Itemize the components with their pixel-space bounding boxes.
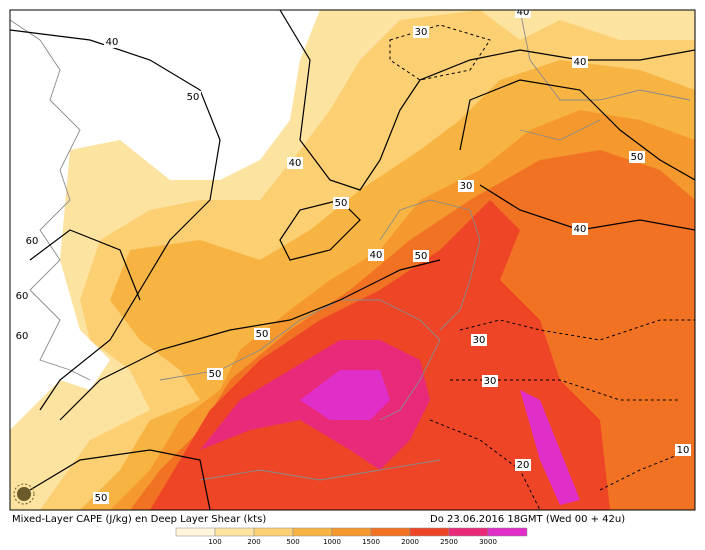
legend-label: 3000 <box>479 538 497 546</box>
contour-label: 40 <box>289 158 302 169</box>
contour-label: 60 <box>16 291 29 302</box>
map-area: 40 30 40 50 40 40 50 30 50 40 40 50 60 60 60 30 50 50 30 20… <box>10 7 695 510</box>
contour-label: 10 <box>677 445 690 456</box>
contour-label: 50 <box>95 493 108 504</box>
contour-label: 50 <box>415 251 428 262</box>
legend-label: 500 <box>286 538 299 546</box>
valid-time: Do 23.06.2016 18GMT (Wed 00 + 42u) <box>430 514 625 525</box>
contour-label: 50 <box>335 198 348 209</box>
contour-label-bg <box>104 36 120 48</box>
contour-label: 40 <box>574 224 587 235</box>
legend-label: 200 <box>247 538 260 546</box>
legend-swatch <box>409 527 450 537</box>
legend-swatch <box>214 527 255 537</box>
contour-label: 40 <box>517 7 530 18</box>
contour-label: 30 <box>415 27 428 38</box>
map-title: Mixed-Layer CAPE (J/kg) en Deep Layer Sh… <box>12 514 266 525</box>
contour-labels: 40 30 40 50 40 40 50 30 50 40 40 50 60 60 60 30 50 50 30 20… <box>14 7 691 504</box>
legend-swatch <box>487 527 528 537</box>
contour-label: 50 <box>209 369 222 380</box>
legend-swatch <box>175 527 216 537</box>
contour-label-bg <box>482 375 498 387</box>
contour-label-bg <box>368 249 384 261</box>
contour-label-bg <box>515 10 531 18</box>
contour-label-bg <box>458 180 474 192</box>
legend-swatch <box>370 527 411 537</box>
sun-icon <box>17 487 31 501</box>
contour-label: 20 <box>517 460 530 471</box>
legend-swatch <box>292 527 333 537</box>
cape-3000 <box>300 370 580 505</box>
shear-contour-dashed <box>389 24 695 510</box>
legend-label: 100 <box>208 538 221 546</box>
legend-label: 2000 <box>401 538 419 546</box>
coastline <box>10 10 691 481</box>
contour-label: 40 <box>370 250 383 261</box>
map-frame <box>9 9 696 511</box>
contour-label-bg <box>207 368 223 380</box>
contour-label-bg <box>413 250 429 262</box>
sun-rays <box>13 483 35 505</box>
contour-label-bg <box>629 151 645 163</box>
contour-label: 50 <box>256 329 269 340</box>
legend-swatch <box>448 527 489 537</box>
contour-label-bg <box>93 492 109 504</box>
legend-swatch <box>253 527 294 537</box>
contour-label-bg <box>24 235 40 247</box>
contour-label-bg <box>413 26 429 38</box>
contour-label: 30 <box>460 181 473 192</box>
contour-label: 30 <box>484 376 497 387</box>
legend-label: 1500 <box>362 538 380 546</box>
contour-label-bg <box>333 197 349 209</box>
contour-label-bg <box>14 290 30 302</box>
contour-label: 40 <box>106 37 119 48</box>
contour-label-bg <box>14 330 30 342</box>
contour-label: 30 <box>473 335 486 346</box>
contour-label-bg <box>254 328 270 340</box>
contour-label: 60 <box>26 236 39 247</box>
contour-label-bg <box>675 444 691 456</box>
legend: 100 200 500 1000 1500 2000 2500 3000 <box>175 527 528 546</box>
contour-label: 60 <box>16 331 29 342</box>
contour-label-bg <box>287 157 303 169</box>
legend-label: 2500 <box>440 538 458 546</box>
contour-label: 50 <box>187 92 200 103</box>
contour-label-bg <box>572 223 588 235</box>
contour-label-bg <box>572 56 588 68</box>
contour-label-bg <box>515 459 531 471</box>
contour-label-bg <box>471 334 487 346</box>
contour-label-bg <box>185 91 201 103</box>
legend-swatch <box>331 527 372 537</box>
legend-label: 1000 <box>323 538 341 546</box>
contour-label: 40 <box>574 57 587 68</box>
contour-label: 50 <box>631 152 644 163</box>
